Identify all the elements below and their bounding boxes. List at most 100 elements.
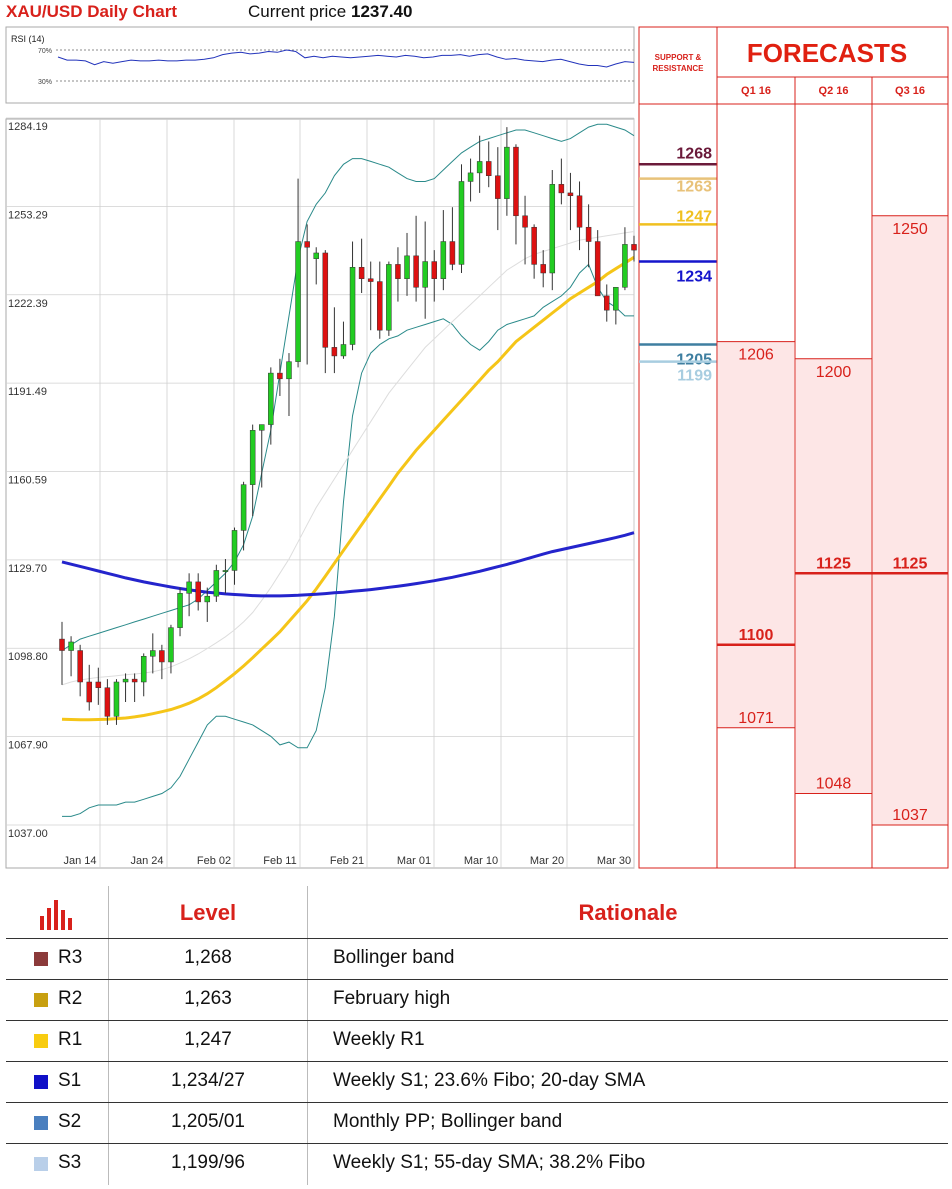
forecast-low-value: 1037 bbox=[892, 807, 928, 824]
level-label: 1268 bbox=[676, 145, 712, 162]
candle bbox=[549, 170, 556, 291]
rsi-panel bbox=[5, 26, 635, 104]
candle bbox=[122, 673, 129, 703]
level-value: 1,247 bbox=[184, 1029, 232, 1050]
forecast-low-value: 1071 bbox=[738, 710, 774, 727]
x-tick-label: Jan 14 bbox=[63, 855, 96, 867]
candle-body bbox=[540, 264, 546, 274]
candle-body bbox=[576, 195, 583, 228]
candle bbox=[386, 261, 392, 336]
candle-body bbox=[513, 146, 519, 217]
candle-body bbox=[404, 255, 410, 279]
candle-body bbox=[122, 678, 129, 683]
candle-body bbox=[268, 372, 274, 425]
table-row: R1 1,247 Weekly R1 bbox=[6, 1020, 948, 1061]
candle-body bbox=[413, 255, 419, 288]
level-code: S2 bbox=[58, 1111, 82, 1132]
level-swatch bbox=[34, 952, 48, 966]
table-row: S1 1,234/27 Weekly S1; 23.6% Fibo; 20-da… bbox=[6, 1061, 948, 1102]
candle bbox=[59, 621, 65, 685]
x-tick-label: Feb 21 bbox=[330, 855, 364, 867]
candle bbox=[504, 127, 510, 216]
level-code: S1 bbox=[58, 1070, 82, 1091]
candle bbox=[367, 261, 374, 331]
candle-body bbox=[367, 278, 374, 282]
candle-body bbox=[613, 287, 619, 311]
candle bbox=[485, 141, 492, 188]
candle-body bbox=[140, 656, 147, 683]
candle bbox=[168, 624, 174, 674]
x-tick-label: Feb 02 bbox=[197, 855, 231, 867]
level-swatch bbox=[34, 1075, 48, 1089]
candle bbox=[567, 172, 574, 231]
candle-body bbox=[440, 241, 447, 279]
candle-body bbox=[131, 678, 138, 683]
y-axis: 1284.19 1253.29 1222.39 1191.49 1160.59 1129.… bbox=[8, 121, 48, 840]
candle-body bbox=[349, 267, 356, 345]
forecast-range bbox=[873, 215, 947, 826]
candle-body bbox=[377, 281, 383, 331]
candle-body bbox=[150, 650, 156, 657]
rsi-label: RSI (14) bbox=[11, 34, 45, 44]
level-label: 1205 bbox=[676, 351, 712, 368]
candle bbox=[150, 633, 156, 674]
candle bbox=[131, 673, 138, 703]
level-swatch bbox=[34, 993, 48, 1007]
candle-body bbox=[567, 192, 574, 197]
candle bbox=[495, 147, 501, 231]
x-tick-label: Jan 24 bbox=[130, 855, 163, 867]
candle-body bbox=[522, 215, 528, 228]
forecast-quarter-label: Q2 16 bbox=[819, 85, 849, 97]
candle-body bbox=[286, 361, 292, 380]
level-value: 1,199/96 bbox=[171, 1152, 245, 1173]
candle bbox=[322, 250, 329, 374]
forecast-mid-value: 1100 bbox=[739, 627, 774, 644]
candle bbox=[522, 195, 528, 265]
level-rationale: February high bbox=[333, 988, 451, 1009]
bollinger-upper-line bbox=[61, 123, 635, 651]
bar-chart-icon bbox=[40, 900, 72, 930]
candle bbox=[467, 158, 474, 202]
candle bbox=[286, 353, 292, 416]
y-tick-label: 1191.49 bbox=[8, 386, 47, 398]
forecast-range bbox=[796, 358, 871, 794]
candle bbox=[613, 287, 619, 325]
forecast-quarter-label: Q1 16 bbox=[741, 85, 771, 97]
y-tick-label: 1098.80 bbox=[8, 651, 48, 663]
level-value: 1,234/27 bbox=[171, 1070, 245, 1091]
current-price-value: 1237.40 bbox=[351, 2, 413, 21]
candle bbox=[458, 164, 465, 273]
candle-body bbox=[159, 650, 165, 663]
rsi-level-30: 30% bbox=[38, 79, 52, 86]
candle bbox=[86, 664, 92, 711]
candle bbox=[604, 284, 610, 322]
candle-body bbox=[240, 484, 247, 531]
forecast-mid-value: 1125 bbox=[893, 555, 928, 572]
candle bbox=[313, 247, 319, 285]
candle bbox=[77, 644, 83, 697]
candle bbox=[159, 644, 165, 680]
level-code: R1 bbox=[58, 1029, 83, 1050]
y-tick-label: 1222.39 bbox=[8, 298, 48, 310]
price-panel bbox=[5, 118, 635, 869]
forecast-columns: Q1 16 1206 1100 1071 Q2 16 1200 1125 1048 Q3 16 1… bbox=[717, 77, 948, 868]
candle-body bbox=[231, 530, 238, 571]
candle bbox=[395, 247, 401, 302]
x-tick-label: Mar 01 bbox=[397, 855, 431, 867]
forecast-low-value: 1048 bbox=[816, 776, 852, 793]
candle bbox=[95, 667, 102, 705]
x-tick-label: Mar 10 bbox=[464, 855, 498, 867]
current-price: Current price 1237.40 bbox=[248, 2, 412, 22]
levels-label-line1: SUPPORT & bbox=[655, 53, 702, 62]
candle-body bbox=[113, 681, 120, 717]
candle bbox=[68, 636, 74, 677]
candle bbox=[268, 367, 274, 445]
candle-body bbox=[458, 181, 465, 265]
level-rationale: Monthly PP; Bollinger band bbox=[333, 1111, 563, 1132]
level-value: 1,205/01 bbox=[171, 1111, 245, 1132]
table-header-level: Level bbox=[179, 900, 237, 925]
candle bbox=[140, 653, 147, 697]
levels-label-line2: RESISTANCE bbox=[653, 64, 705, 73]
candle-body bbox=[195, 581, 201, 603]
y-tick-label: 1253.29 bbox=[8, 209, 48, 221]
